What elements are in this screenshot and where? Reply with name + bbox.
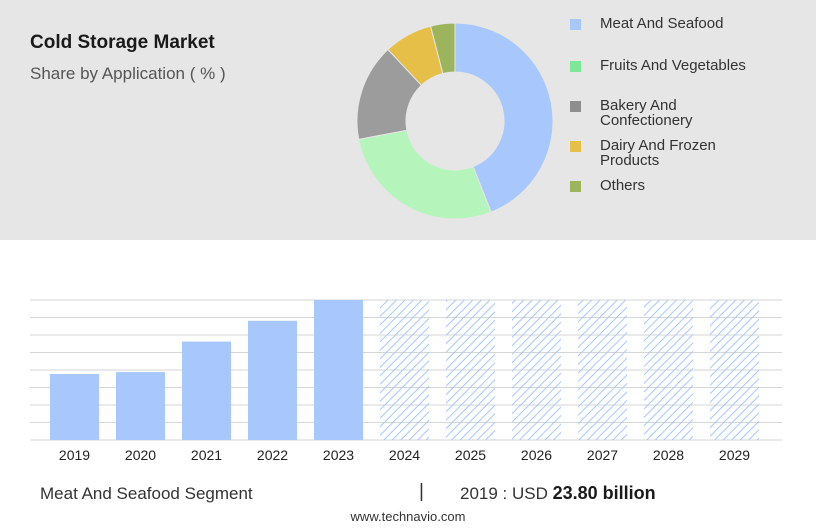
legend-item: Bakery And Confectionery	[570, 96, 760, 128]
x-tick-label: 2022	[257, 447, 288, 463]
forecast-bar	[644, 300, 693, 440]
forecast-bar	[446, 300, 495, 440]
bar-chart: 2019 2020 2021 2022 2023 2024 2025 2026 2027 2028…	[30, 299, 782, 463]
bar	[116, 372, 165, 440]
donut-slice	[430, 22, 456, 75]
chart-title: Cold Storage Market	[30, 32, 215, 53]
footer-url: www.technavio.com	[350, 509, 466, 524]
x-tick-label: 2026	[521, 447, 552, 463]
footer-separator: |	[419, 481, 424, 502]
bar	[248, 320, 297, 440]
legend-label: Others	[600, 177, 646, 194]
legend-label: Fruits And Vegetables	[600, 57, 746, 74]
donut-slice	[454, 22, 554, 213]
bar	[50, 374, 99, 440]
footer-segment-label: Meat And Seafood Segment	[40, 484, 253, 503]
legend-swatch	[570, 19, 581, 30]
legend-item: Fruits And Vegetables	[570, 56, 760, 73]
x-tick-label: 2023	[323, 447, 354, 463]
legend-label: Meat And Seafood	[600, 15, 724, 32]
legend-item: Others	[570, 176, 760, 193]
footer-value: 23.80 billion	[552, 483, 656, 503]
chart-subtitle: Share by Application ( % )	[30, 64, 226, 83]
legend-swatch	[570, 61, 581, 72]
legend-swatch	[570, 141, 581, 152]
footer-value-line: 2019 : USD 23.80 billion	[460, 483, 656, 504]
legend-item: Meat And Seafood	[570, 14, 760, 31]
legend-swatch	[570, 101, 581, 112]
footer-value-prefix: 2019 : USD	[460, 484, 553, 503]
bar	[314, 300, 363, 440]
forecast-bar	[512, 300, 561, 440]
bar	[182, 341, 231, 440]
legend-label: Dairy And Frozen Products	[600, 137, 716, 169]
legend-label: Bakery And Confectionery	[600, 97, 693, 129]
donut-slice	[358, 129, 492, 220]
forecast-bar	[710, 300, 759, 440]
forecast-bar	[380, 300, 429, 440]
x-tick-label: 2020	[125, 447, 156, 463]
x-tick-label: 2028	[653, 447, 684, 463]
x-tick-label: 2024	[389, 447, 420, 463]
x-tick-label: 2025	[455, 447, 486, 463]
x-tick-label: 2029	[719, 447, 750, 463]
legend-swatch	[570, 181, 581, 192]
donut-chart	[356, 22, 554, 220]
x-tick-label: 2021	[191, 447, 222, 463]
x-tick-label: 2027	[587, 447, 618, 463]
summary-panel: Cold Storage Market Share by Application…	[0, 0, 816, 240]
forecast-bar	[578, 300, 627, 440]
legend-item: Dairy And Frozen Products	[570, 136, 760, 168]
x-tick-label: 2019	[59, 447, 90, 463]
